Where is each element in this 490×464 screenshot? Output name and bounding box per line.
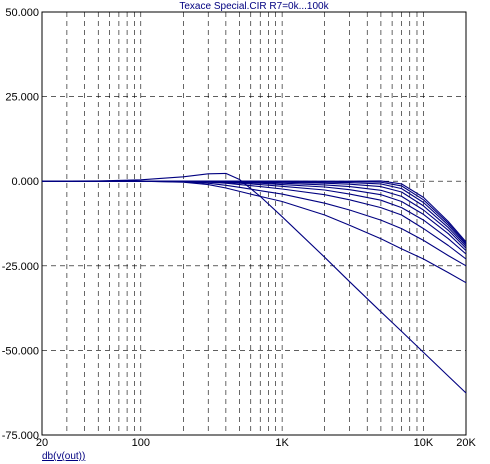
y-tick-label: -25.000 [2,261,39,273]
y-tick-label: 50.000 [5,7,39,19]
y-tick-label: -75.000 [2,430,39,442]
x-tick-label: 1K [275,437,289,449]
series-line-11 [42,180,467,243]
x-tick-label: 10K [414,437,434,449]
x-tick-label: 20K [456,437,476,449]
x-tick-label: 100 [132,437,150,449]
series-layer [41,172,467,394]
series-line-3 [42,180,467,267]
y-tick-label: 25.000 [5,92,39,104]
grid [42,12,466,435]
series-line-1 [41,172,467,394]
y-tick-label: 0.000 [11,176,39,188]
plot-frame [41,11,467,436]
x-axis-ticks: 20 100 1K 10K 20K [36,437,477,449]
chart-title: Texace Special.CIR R7=0k...100k [179,1,329,12]
y-axis-ticks: 50.000 25.000 0.000 -25.000 -50.000 -75.000 [2,7,39,442]
y-tick-label: -50.000 [2,345,39,357]
series-line-10 [42,180,467,244]
x-tick-label: 20 [36,437,48,449]
x-axis-label: db(v(out)) [42,451,85,462]
